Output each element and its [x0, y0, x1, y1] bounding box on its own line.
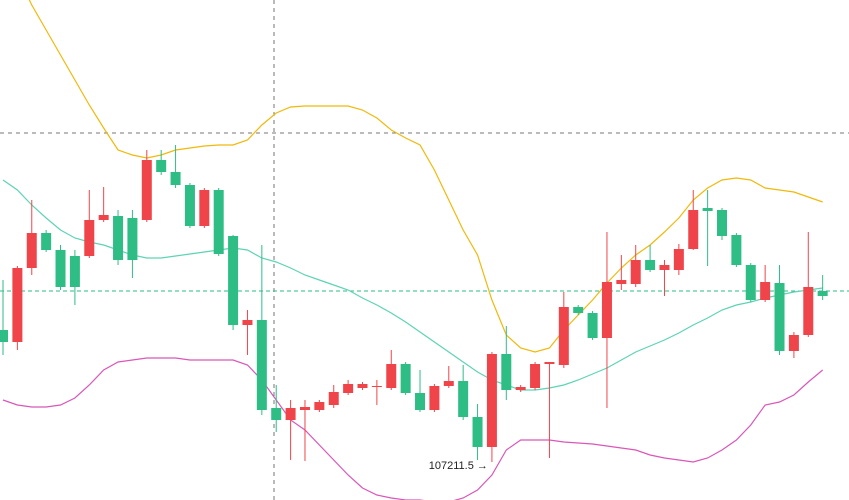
candle-body [242, 320, 253, 325]
candle-body [760, 282, 771, 300]
candle-body [702, 208, 713, 211]
candle-body [256, 320, 267, 410]
low-price-label: 107211.5 → [429, 460, 488, 472]
candle-body [113, 216, 124, 260]
candle-body [788, 335, 799, 351]
candle-body [0, 330, 8, 342]
candle-body [228, 236, 239, 325]
candle-body [601, 282, 612, 338]
candle-body [314, 402, 325, 410]
candle-body [98, 215, 109, 220]
candle-body [659, 265, 670, 270]
candle-body [343, 384, 354, 393]
candle-body [84, 220, 95, 256]
candle-body [12, 268, 23, 342]
candle-body [616, 280, 627, 284]
candle-body [587, 313, 598, 338]
candle-body [213, 190, 224, 254]
candle-body [69, 256, 80, 287]
candle-body [41, 233, 52, 250]
candle-body [357, 384, 368, 388]
candle-body [630, 260, 641, 284]
candle-body [803, 287, 814, 335]
candle-body [199, 190, 210, 226]
candle-body [299, 407, 310, 410]
candle-body [731, 235, 742, 265]
candle-body [285, 408, 296, 420]
candle-body [544, 362, 555, 364]
candle-body [645, 260, 656, 270]
candle-body [400, 364, 411, 393]
candle-body [486, 354, 497, 447]
indicator-line [2, 357, 824, 500]
candle-body [817, 291, 828, 296]
candle-body [429, 386, 440, 410]
candle-body [774, 283, 785, 351]
candle-body [515, 387, 526, 390]
candle-body [184, 185, 195, 226]
candle-body [745, 265, 756, 300]
candle-body [458, 381, 469, 417]
indicator-line [2, 179, 823, 391]
candle-body [371, 386, 382, 387]
candle-body [127, 218, 138, 260]
candle-body [328, 392, 339, 405]
candle-body [156, 160, 167, 172]
candle-body [386, 364, 397, 388]
candle-body [573, 307, 584, 313]
candle-body [141, 160, 152, 220]
candle-body [717, 210, 727, 236]
candle-body [673, 249, 684, 270]
candle-body [501, 354, 512, 390]
candle-body [472, 417, 483, 447]
candle-body [530, 364, 541, 388]
candle-body [443, 381, 454, 386]
candle-body [55, 250, 66, 287]
candle-body [271, 408, 282, 420]
candle-body [26, 233, 37, 268]
candle-body [415, 393, 426, 410]
candle-body [170, 172, 181, 185]
candle-body [688, 210, 699, 249]
indicator-line [28, 0, 823, 353]
candle-body [558, 307, 569, 365]
